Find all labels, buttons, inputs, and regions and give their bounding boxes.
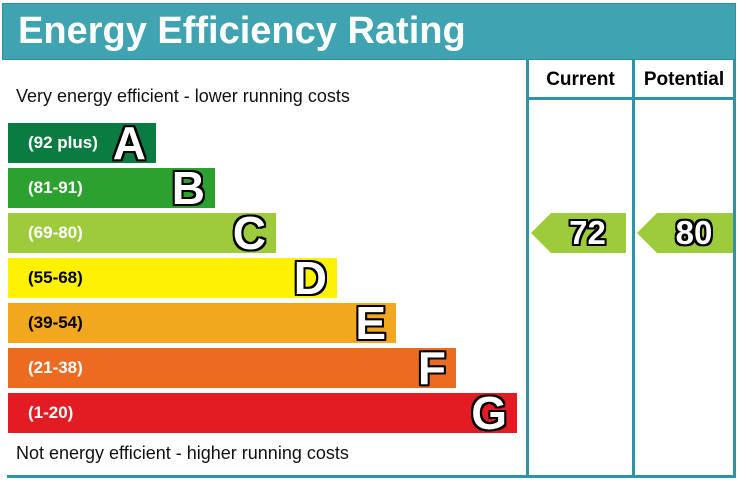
potential-column-left-border (632, 60, 635, 478)
chart-bottom-border (7, 475, 736, 478)
column-header-underline (526, 97, 736, 100)
band-row-f: (21-38) F (8, 342, 456, 394)
band-range-label: (39-54) (28, 313, 83, 332)
band-range-label: (1-20) (28, 403, 74, 422)
potential-rating-arrow: 80 (637, 213, 733, 253)
band-letter: D (293, 252, 327, 304)
page-title: Energy Efficiency Rating (18, 10, 466, 52)
band-row-a: (92 plus) A (8, 117, 156, 169)
band-row-d: (55-68) D (8, 252, 337, 304)
chart-right-border (733, 60, 736, 478)
band-row-g: (1-20) G (8, 387, 517, 439)
band-range-label: (21-38) (28, 358, 83, 377)
current-rating-arrow: 72 (531, 213, 626, 253)
top-note: Very energy efficient - lower running co… (16, 86, 350, 106)
potential-column-header: Potential (643, 69, 725, 90)
band-letter: G (471, 387, 507, 439)
band-row-c: (69-80) C (8, 207, 276, 259)
band-letter: F (417, 342, 446, 394)
band-letter: B (171, 162, 205, 214)
band-row-b: (81-91) B (8, 162, 215, 214)
band-letter: A (112, 117, 146, 169)
band-range-label: (55-68) (28, 268, 83, 287)
title-bar: Energy Efficiency Rating (2, 3, 736, 60)
current-rating-value: 72 (569, 214, 606, 251)
band-row-e: (39-54) E (8, 297, 396, 349)
current-column-header: Current (546, 69, 615, 90)
band-letter: E (355, 297, 386, 349)
band-range-label: (92 plus) (28, 133, 98, 152)
band-range-label: (69-80) (28, 223, 83, 242)
potential-rating-value: 80 (675, 214, 713, 251)
current-column-left-border (526, 60, 529, 478)
bottom-note: Not energy efficient - higher running co… (16, 443, 349, 463)
band-letter: C (232, 207, 266, 259)
band-range-label: (81-91) (28, 178, 83, 197)
